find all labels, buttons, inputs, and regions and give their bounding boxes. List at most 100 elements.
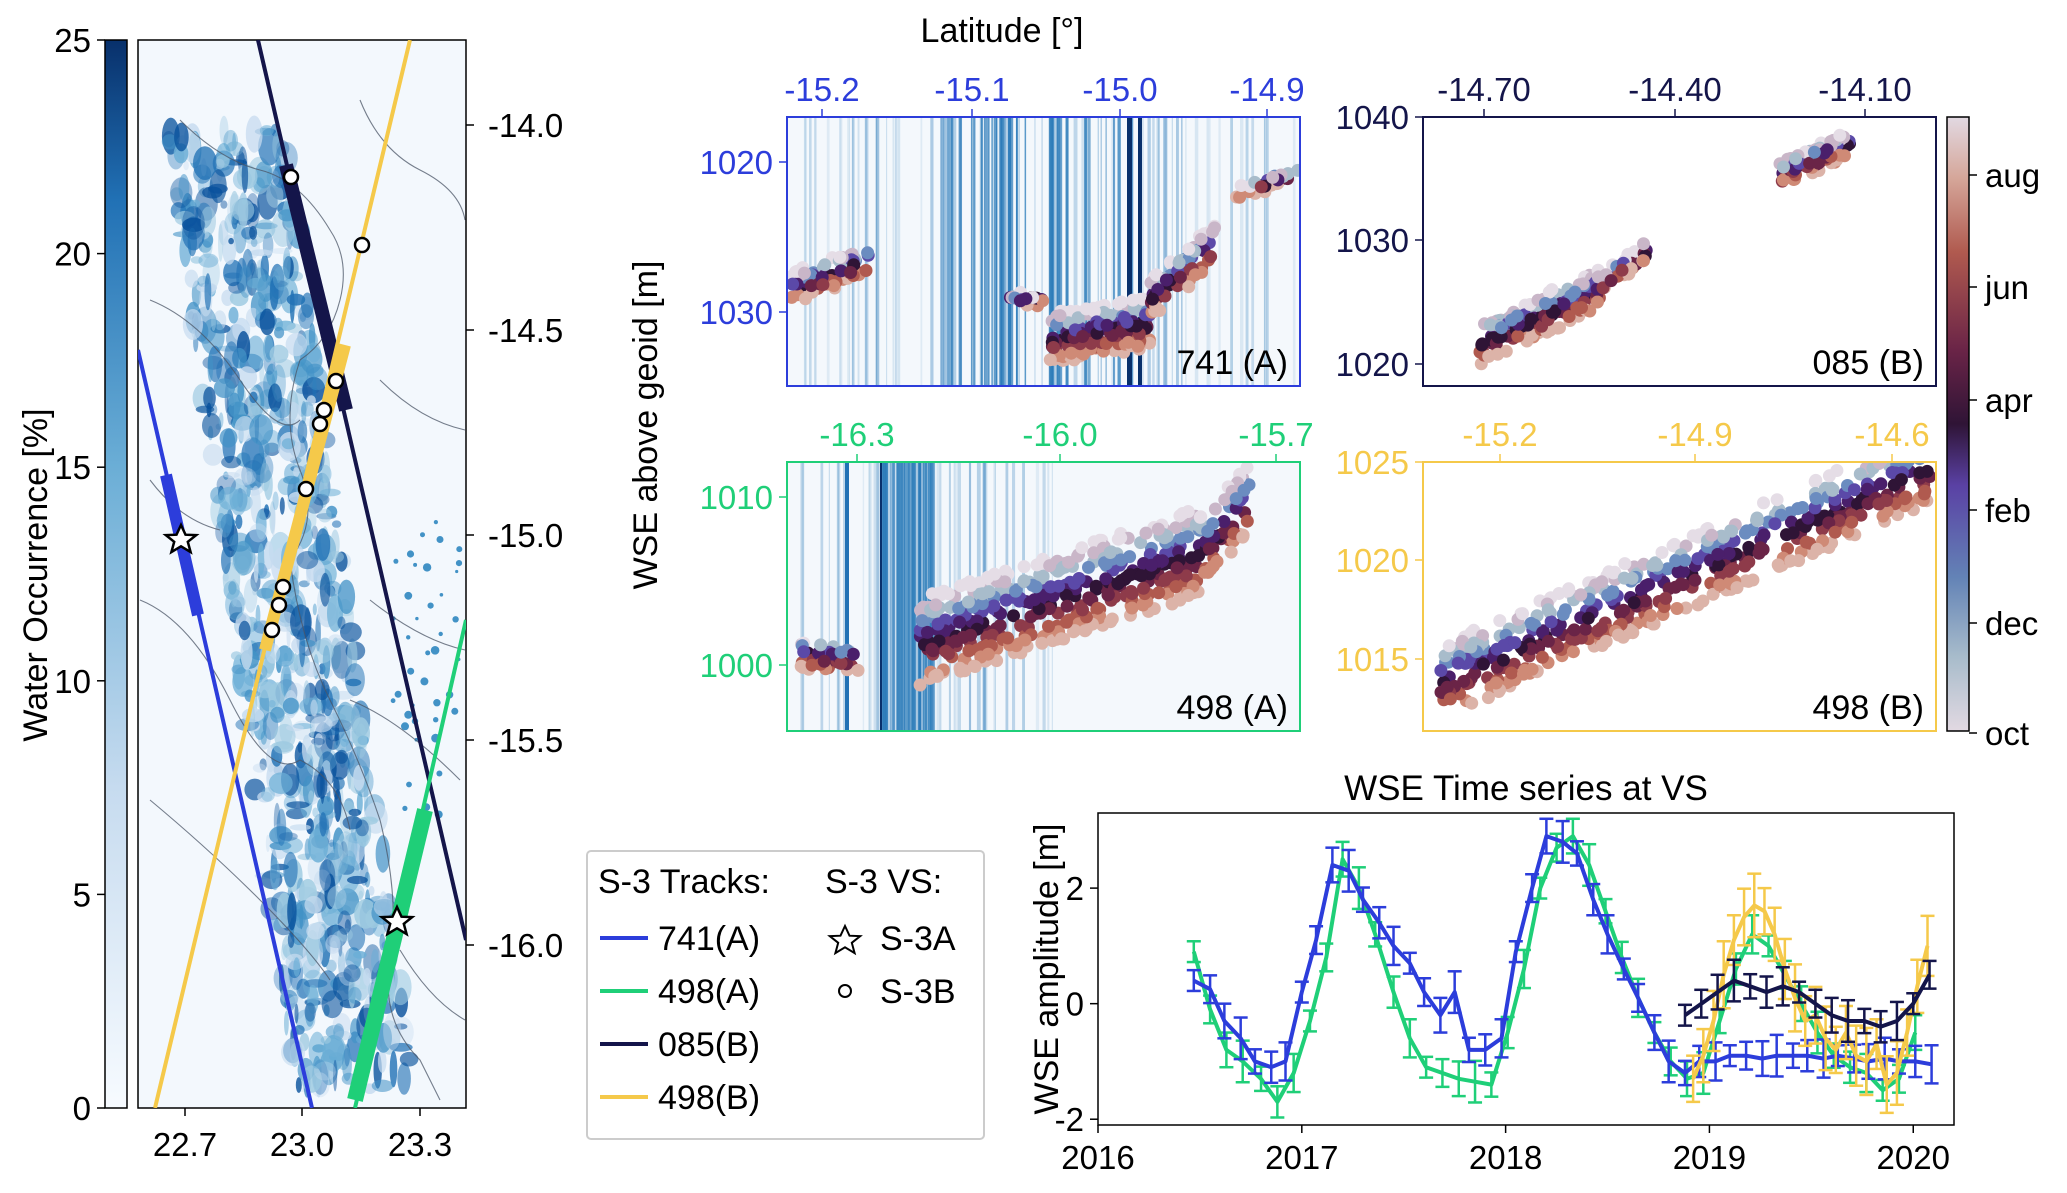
occurrence-stripe — [1163, 117, 1167, 386]
wse-point — [961, 595, 975, 609]
water-patch — [319, 572, 331, 607]
water-patch — [311, 525, 318, 540]
wse-point — [1913, 462, 1926, 466]
water-patch — [230, 651, 242, 661]
water-patch — [406, 635, 411, 640]
wse-point — [1188, 268, 1202, 282]
occurrence-stripe — [1127, 117, 1132, 386]
wse-point — [1062, 555, 1076, 569]
water-patch — [355, 819, 369, 837]
occurrence-stripe — [1230, 117, 1233, 386]
profile-498A-axes: -16.3 -16.0 -15.7 1000 1010 — [700, 416, 1314, 684]
wse-point — [1151, 522, 1165, 536]
water-patch — [273, 740, 294, 754]
water-patch — [404, 710, 413, 719]
wse-point — [981, 570, 995, 584]
wse-point — [999, 593, 1013, 607]
wse-profile-ylabel: WSE above geoid [m] — [627, 261, 665, 590]
wse-point — [1234, 179, 1248, 192]
wse-point — [1845, 515, 1859, 529]
occurrence-stripe — [1056, 117, 1059, 386]
wse-point — [1114, 553, 1128, 567]
occurrence-stripe — [894, 117, 897, 386]
wse-point — [1101, 588, 1115, 602]
occurrence-stripe — [845, 462, 849, 731]
wse-point — [834, 645, 848, 659]
water-patch — [310, 699, 318, 717]
wse-point — [1464, 626, 1478, 640]
occurrence-stripe — [1240, 117, 1244, 386]
wse-point — [1240, 514, 1254, 528]
ts-x-tick-label: 2020 — [1877, 1139, 1950, 1176]
profile-panel-498A: -16.3 -16.0 -15.7 1000 1010 498 (A) — [700, 416, 1314, 732]
wse-point — [1042, 619, 1055, 633]
water-patch — [231, 199, 255, 222]
occurrence-stripe — [919, 462, 924, 731]
wse-point — [1828, 525, 1842, 539]
occurrence-stripe — [1164, 117, 1168, 386]
water-patch — [221, 289, 234, 306]
wse-point — [1152, 586, 1166, 600]
colorbar-tick-label: 15 — [54, 449, 91, 486]
wse-point — [827, 279, 841, 293]
series-line — [1192, 834, 1932, 1075]
water-patch — [234, 416, 255, 442]
wse-points — [1434, 462, 1936, 710]
water-patch — [296, 551, 319, 570]
wse-point — [1807, 145, 1821, 159]
water-patch — [279, 497, 285, 515]
water-patch — [200, 206, 216, 236]
wse-point — [1872, 497, 1886, 511]
wse-point — [1043, 353, 1057, 367]
water-patch — [317, 508, 332, 523]
wse-point — [1483, 318, 1497, 332]
occurrence-stripe — [1105, 117, 1107, 386]
water-patch — [298, 580, 310, 588]
wse-point — [846, 647, 860, 661]
water-patch — [311, 639, 334, 664]
occurrence-stripe — [1065, 117, 1069, 386]
water-patch — [455, 569, 459, 574]
occurrence-stripe — [826, 117, 830, 386]
water-patch — [339, 703, 360, 731]
water-patch — [328, 634, 343, 646]
wse-point — [993, 619, 1007, 632]
water-patch — [238, 265, 253, 298]
wse-point — [1438, 649, 1452, 663]
water-patch — [317, 796, 335, 816]
latitude-axis-label: Latitude [°] — [921, 12, 1084, 50]
occurrence-stripe — [897, 117, 901, 386]
wse-point — [1076, 603, 1089, 617]
water-patch — [312, 807, 319, 818]
wse-point — [1524, 642, 1538, 656]
wse-point — [1217, 515, 1231, 528]
x-tick-label: -15.2 — [1462, 416, 1537, 453]
water-patch — [270, 858, 280, 891]
water-patch — [240, 635, 253, 670]
wse-point — [1193, 510, 1207, 524]
wse-point — [1053, 309, 1067, 323]
wse-point — [1604, 274, 1618, 288]
wse-point — [1796, 501, 1809, 514]
legend-vs-s3a: S-3A — [880, 920, 956, 958]
wse-point — [1894, 473, 1908, 487]
wse-point — [958, 664, 972, 678]
wse-point — [1035, 636, 1049, 650]
vs-s3b-marker — [297, 480, 315, 498]
water-patch — [314, 679, 330, 701]
water-patch — [301, 292, 314, 318]
wse-point — [1872, 462, 1886, 470]
water-patch — [347, 924, 366, 951]
water-patch — [241, 460, 265, 491]
wse-point — [1126, 293, 1140, 307]
water-patch — [174, 122, 189, 152]
water-patch — [299, 631, 306, 668]
water-patch — [319, 859, 336, 893]
occurrence-stripe — [1041, 117, 1043, 386]
profile-498B-axes: -15.2 -14.9 -14.6 1015 1020 1025 — [1336, 416, 1930, 678]
water-patch — [333, 776, 340, 800]
wse-point — [1134, 536, 1148, 550]
water-patch — [182, 217, 206, 232]
wse-point — [1018, 633, 1032, 647]
wse-point — [939, 644, 953, 658]
